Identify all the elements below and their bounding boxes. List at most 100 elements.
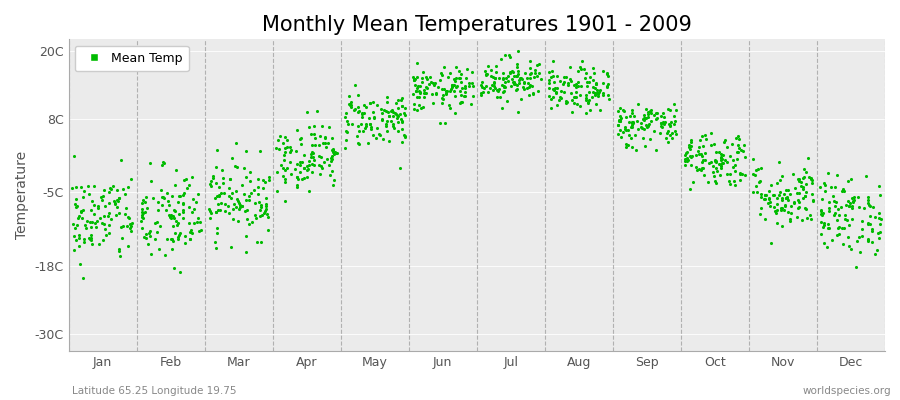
Point — [139, 230, 153, 237]
Point — [115, 223, 130, 229]
Point — [272, 146, 286, 152]
Point — [662, 132, 677, 138]
Point — [753, 194, 768, 200]
Point — [653, 112, 668, 119]
Point — [232, 206, 247, 212]
Point — [436, 64, 451, 70]
Point — [452, 75, 466, 81]
Point — [351, 92, 365, 98]
Point — [484, 66, 499, 73]
Point — [364, 126, 379, 132]
Point — [362, 115, 376, 121]
Point — [758, 196, 772, 202]
Point — [106, 197, 121, 204]
Point — [788, 185, 802, 192]
Point — [693, 137, 707, 143]
Point — [868, 251, 883, 257]
Point — [570, 88, 584, 95]
Point — [498, 84, 512, 90]
Point — [212, 193, 226, 199]
Point — [177, 190, 192, 196]
Point — [661, 128, 675, 134]
Point — [783, 218, 797, 225]
Point — [254, 238, 268, 245]
Point — [619, 127, 634, 133]
Point — [799, 206, 814, 212]
Point — [770, 180, 784, 186]
Point — [66, 220, 80, 227]
Point — [426, 100, 440, 106]
Point — [562, 64, 577, 70]
Point — [391, 105, 405, 111]
Point — [290, 174, 304, 180]
Point — [297, 165, 311, 171]
Point — [696, 157, 710, 164]
Point — [818, 182, 832, 188]
Point — [296, 175, 310, 182]
Point — [557, 79, 572, 86]
Point — [90, 218, 104, 224]
Point — [846, 198, 860, 204]
Point — [327, 176, 341, 183]
Point — [832, 212, 847, 218]
Point — [722, 178, 736, 184]
Point — [784, 210, 798, 216]
Point — [479, 71, 493, 78]
Point — [68, 236, 83, 243]
Point — [775, 223, 789, 230]
Point — [770, 220, 784, 226]
Point — [528, 67, 543, 73]
Point — [610, 122, 625, 128]
Point — [655, 120, 670, 126]
Point — [343, 101, 357, 107]
Point — [464, 69, 479, 75]
Point — [599, 70, 614, 76]
Point — [668, 118, 682, 124]
Point — [726, 156, 741, 163]
Point — [297, 164, 311, 171]
Point — [659, 135, 673, 141]
Point — [369, 135, 383, 141]
Point — [339, 128, 354, 134]
Point — [822, 205, 836, 211]
Point — [564, 108, 579, 115]
Point — [384, 108, 399, 114]
Point — [718, 156, 733, 163]
Point — [828, 184, 842, 190]
Point — [351, 123, 365, 129]
Point — [689, 167, 704, 173]
Point — [418, 93, 432, 100]
Point — [601, 91, 616, 98]
Point — [842, 203, 856, 209]
Point — [746, 188, 760, 195]
Point — [224, 244, 238, 250]
Point — [662, 106, 676, 112]
Point — [657, 114, 671, 120]
Point — [532, 69, 546, 76]
Point — [517, 80, 531, 86]
Point — [544, 73, 558, 80]
Point — [418, 90, 432, 96]
Point — [379, 121, 393, 128]
Point — [367, 114, 382, 120]
Point — [586, 64, 600, 71]
Point — [489, 69, 503, 76]
Point — [460, 66, 474, 72]
Point — [296, 152, 310, 158]
Point — [493, 94, 508, 101]
Point — [873, 192, 887, 198]
Point — [549, 90, 563, 96]
Point — [588, 89, 602, 96]
Point — [613, 117, 627, 123]
Point — [696, 164, 710, 171]
Point — [92, 241, 106, 247]
Point — [509, 61, 524, 67]
Point — [454, 99, 469, 106]
Point — [150, 219, 165, 225]
Point — [731, 132, 745, 139]
Point — [244, 190, 258, 196]
Point — [780, 194, 795, 201]
Point — [530, 73, 544, 80]
Point — [692, 151, 706, 158]
Point — [356, 102, 371, 109]
